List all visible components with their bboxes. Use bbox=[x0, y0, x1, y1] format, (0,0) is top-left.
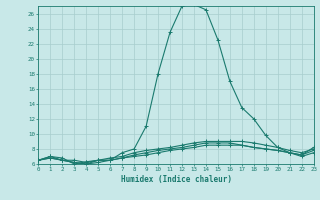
X-axis label: Humidex (Indice chaleur): Humidex (Indice chaleur) bbox=[121, 175, 231, 184]
